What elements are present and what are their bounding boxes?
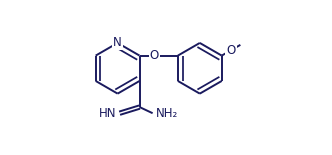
Text: NH₂: NH₂ — [156, 107, 178, 120]
Text: O: O — [226, 44, 236, 57]
Text: O: O — [149, 49, 159, 62]
Text: N: N — [113, 36, 122, 49]
Text: HN: HN — [99, 107, 117, 120]
